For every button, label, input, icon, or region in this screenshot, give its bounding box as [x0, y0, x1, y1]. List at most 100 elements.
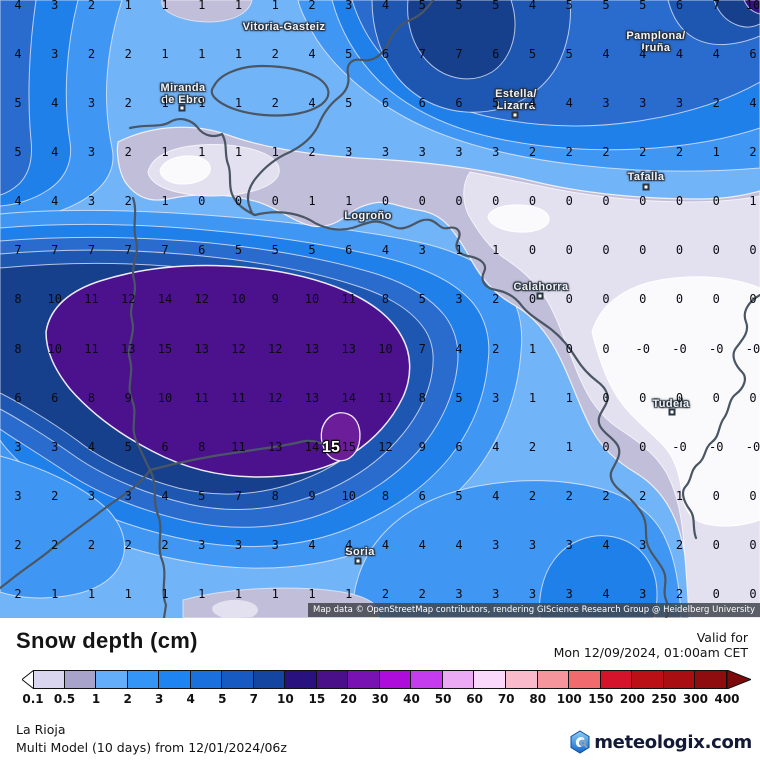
- grid-value: 1: [198, 0, 206, 12]
- legend-tick: 40: [403, 692, 420, 706]
- grid-value: 3: [51, 47, 59, 62]
- grid-value: 6: [418, 96, 426, 111]
- grid-value: 5: [455, 488, 463, 503]
- region-name: La Rioja: [16, 722, 66, 737]
- grid-value: 14: [157, 292, 173, 307]
- admin-border: [246, 0, 435, 217]
- grid-value: 2: [271, 96, 279, 111]
- city-label-tafalla: Tafalla: [627, 171, 665, 183]
- grid-value: 3: [271, 537, 279, 552]
- grid-value: 0: [381, 194, 390, 209]
- grid-value: 1: [198, 586, 206, 601]
- grid-value: 2: [124, 194, 132, 209]
- city-label-tudela: Tudela: [652, 398, 690, 410]
- grid-value: 0: [565, 292, 573, 307]
- admin-border: [148, 468, 168, 618]
- grid-value: 0: [749, 488, 757, 503]
- grid-value: 11: [194, 390, 209, 405]
- grid-value: 7: [234, 488, 243, 503]
- legend-swatch: [537, 670, 570, 689]
- valid-time-block: Valid for Mon 12/09/2024, 01:00am CET: [554, 630, 748, 660]
- grid-value: 1: [124, 586, 132, 601]
- grid-value: 11: [341, 292, 356, 307]
- grid-value: 3: [87, 488, 96, 503]
- grid-value: 2: [675, 586, 684, 601]
- grid-value: 0: [198, 194, 206, 209]
- grid-value: 7: [14, 243, 22, 258]
- grid-value: 6: [492, 47, 500, 62]
- grid-value: 1: [198, 145, 206, 160]
- grid-value: 5: [234, 243, 243, 258]
- snow-depth-map[interactable]: Vitoria-Gasteiz Miranda de Ebro Pamplona/ …: [0, 0, 760, 618]
- grid-value: 4: [639, 47, 647, 62]
- grid-value: 2: [492, 341, 500, 356]
- grid-value: 0: [418, 194, 426, 209]
- grid-value: 1: [492, 243, 500, 258]
- meteologix-logo[interactable]: meteologix.com: [569, 730, 752, 754]
- grid-value: 0: [565, 341, 573, 356]
- grid-value: 3: [14, 439, 22, 454]
- grid-value: 4: [14, 47, 22, 62]
- grid-value: 0: [602, 341, 610, 356]
- grid-value: 9: [418, 439, 426, 454]
- grid-value: 6: [161, 439, 169, 454]
- grid-value: 10: [304, 292, 320, 307]
- grid-value: 14: [304, 439, 320, 454]
- grid-value: 4: [381, 0, 390, 12]
- grid-value: 1: [234, 47, 243, 62]
- grid-value: 1: [308, 586, 316, 601]
- grid-value: 0: [712, 586, 720, 601]
- grid-value: 2: [418, 586, 426, 601]
- grid-value: 5: [492, 0, 500, 12]
- grid-value: 3: [455, 145, 463, 160]
- grid-value: 4: [712, 47, 720, 62]
- grid-value: 12: [268, 390, 283, 405]
- grid-value: 3: [87, 194, 96, 209]
- page-title: Snow depth (cm): [16, 628, 198, 653]
- grid-value: 3: [345, 145, 353, 160]
- grid-value: 5: [639, 0, 647, 12]
- grid-value: 5: [14, 96, 22, 111]
- grid-value: 6: [198, 243, 206, 258]
- grid-value: 10: [745, 0, 760, 12]
- grid-value: 12: [231, 341, 246, 356]
- grid-value: 2: [308, 0, 316, 12]
- grid-value: 8: [14, 341, 22, 356]
- grid-value: 5: [455, 390, 463, 405]
- legend-tick: 400: [714, 692, 740, 706]
- grid-value: 0: [712, 243, 720, 258]
- grid-value: 0: [639, 194, 647, 209]
- legend-swatch: [253, 670, 286, 689]
- grid-value: 4: [51, 145, 59, 160]
- grid-value: 6: [455, 439, 463, 454]
- legend-right-arrow: [727, 670, 751, 689]
- meteologix-logo-icon: [570, 730, 590, 754]
- info-panel: Snow depth (cm) Valid for Mon 12/09/2024…: [0, 618, 760, 760]
- grid-value: 7: [161, 243, 169, 258]
- grid-value: 4: [14, 194, 22, 209]
- legend-tick: 200: [619, 692, 645, 706]
- grid-value: 3: [492, 145, 500, 160]
- grid-value: 3: [492, 586, 500, 601]
- legend-swatch: [64, 670, 97, 689]
- grid-value: 0: [602, 439, 610, 454]
- legend-swatch: [316, 670, 349, 689]
- legend-swatch: [663, 670, 696, 689]
- color-scale-legend: 0.1 0.5 1 2 3 4 5 7 10 15 20 30 40 50 60 70 80 100 150 200 2…: [0, 618, 760, 706]
- grid-value: 1: [198, 47, 206, 62]
- grid-value: 11: [231, 439, 246, 454]
- grid-value: 3: [418, 145, 426, 160]
- grid-value: 2: [675, 145, 684, 160]
- city-marker: [354, 557, 362, 565]
- grid-value: 0: [602, 292, 610, 307]
- legend-left-arrow: [22, 670, 34, 689]
- grid-value: -0: [745, 439, 760, 454]
- grid-value: 4: [455, 341, 463, 356]
- grid-value: 0: [749, 243, 757, 258]
- grid-value: 3: [418, 243, 426, 258]
- grid-value: 3: [639, 96, 647, 111]
- grid-value: 11: [84, 292, 99, 307]
- grid-value: 13: [194, 341, 209, 356]
- grid-value: 5: [345, 47, 353, 62]
- city-marker: [668, 408, 676, 416]
